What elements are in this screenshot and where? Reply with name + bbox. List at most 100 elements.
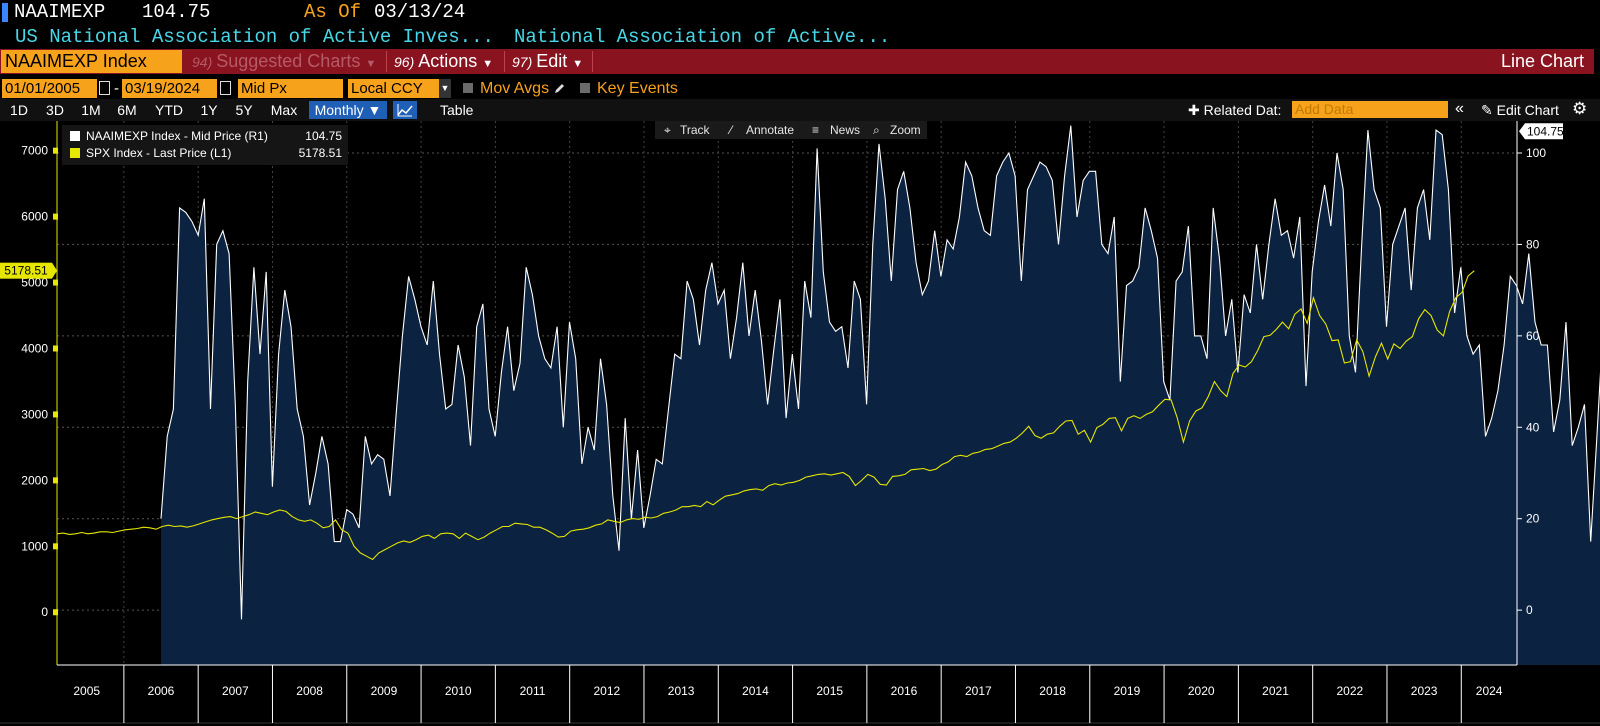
zoom-tool[interactable]: Zoom (890, 123, 921, 137)
as-of-label: As Of (304, 1, 362, 23)
spx-line (56, 270, 1475, 561)
left-tick-mark (53, 543, 58, 550)
last-value: 104.75 (142, 1, 211, 23)
end-date-input[interactable]: 03/19/2024 (122, 79, 217, 98)
news-icon: ≡ (812, 123, 819, 137)
left-last-badge-arrow (52, 262, 57, 279)
edit-chart-label: Edit Chart (1496, 102, 1559, 118)
edit-chart-button[interactable]: ✎ Edit Chart (1481, 101, 1559, 119)
left-tick-mark (53, 279, 58, 286)
table-view-button[interactable]: Table (440, 102, 474, 118)
x-tick-label: 2013 (668, 684, 695, 698)
range-1m[interactable]: 1M (81, 102, 101, 118)
left-tick-mark (53, 477, 58, 484)
right-last-label: 104.75 (1527, 124, 1564, 138)
related-data-button[interactable]: ✚ Related Dat: (1188, 102, 1282, 118)
price-field-select[interactable]: Mid Px (238, 79, 343, 98)
actions-num: 96) (394, 54, 415, 70)
chart-type-title: Line Chart (1500, 51, 1584, 71)
chart-view-button[interactable] (393, 101, 417, 119)
right-tick-label: 0 (1526, 603, 1533, 617)
x-tick-label: 2023 (1411, 684, 1438, 698)
divider (592, 51, 593, 72)
security-name-long[interactable]: US National Association of Active Inves.… (15, 26, 494, 48)
left-tick-label: 3000 (21, 407, 48, 421)
right-tick-label: 60 (1526, 329, 1540, 343)
pencil-icon[interactable] (553, 82, 566, 95)
left-tick-mark (53, 345, 58, 352)
x-tick-label: 2014 (742, 684, 769, 698)
key-events-label[interactable]: Key Events (597, 80, 678, 97)
x-tick-label: 2011 (520, 684, 546, 698)
legend-label-naaim: NAAIMEXP Index - Mid Price (R1) (86, 129, 268, 143)
divider (386, 51, 387, 72)
track-tool[interactable]: Track (680, 123, 711, 137)
currency-select[interactable]: Local CCY (348, 79, 441, 98)
range-max[interactable]: Max (270, 102, 298, 118)
edit-menu[interactable]: 97) Edit ▼ (512, 49, 583, 74)
right-tick-label: 40 (1526, 420, 1540, 434)
chart-tools-bg (655, 121, 927, 139)
pencil-icon: ✎ (1481, 102, 1493, 118)
x-tick-label: 2018 (1039, 684, 1066, 698)
left-last-label: 5178.51 (4, 264, 48, 278)
chart-area[interactable]: 0 1000 2000 3000 4000 5000 6000 7000 5178.51 0 20 4… (0, 121, 1600, 726)
left-last-badge (0, 262, 52, 279)
x-tick-label: 2017 (965, 684, 992, 698)
x-tick-label: 2005 (73, 684, 100, 698)
add-data-input[interactable]: Add Data (1292, 101, 1448, 118)
zoom-icon: ⌕ (873, 123, 880, 137)
chevron-down-icon: ▼ (572, 58, 584, 70)
range-1d[interactable]: 1D (10, 102, 28, 118)
ticker-label: NAAIMEXP (14, 1, 106, 23)
range-ytd[interactable]: YTD (155, 102, 183, 118)
right-tick-label: 80 (1526, 237, 1540, 251)
legend: NAAIMEXP Index - Mid Price (R1) 104.75 S… (62, 125, 348, 165)
date-dash: - (114, 80, 119, 97)
news-tool[interactable]: News (830, 123, 860, 137)
related-data-label: Related Dat: (1203, 102, 1282, 118)
actions-menu[interactable]: 96) Actions ▼ (394, 49, 493, 74)
collapse-icon[interactable]: « (1455, 100, 1464, 117)
chevron-down-icon[interactable]: ▼ (439, 79, 451, 98)
x-tick-label: 2022 (1336, 684, 1363, 698)
naaim-line (160, 125, 1600, 620)
left-tick-label: 5000 (21, 276, 48, 290)
annotate-tool[interactable]: Annotate (746, 123, 794, 137)
range-bar: 1D 3D 1M 6M YTD 1Y 5Y Max Monthly ▼ Tabl… (0, 99, 1600, 121)
gear-icon[interactable]: ⚙ (1572, 99, 1588, 118)
naaim-area-fill (161, 125, 1600, 665)
chevron-down-icon: ▼ (482, 58, 494, 70)
security-header: NAAIMEXP 104.75 As Of 03/13/24 (0, 0, 1600, 26)
suggested-num: 94) (192, 54, 213, 70)
range-1y[interactable]: 1Y (200, 102, 218, 118)
frequency-select[interactable]: Monthly ▼ (309, 101, 387, 119)
calendar-icon[interactable] (220, 81, 231, 95)
left-tick-mark (53, 411, 58, 418)
x-tick-label: 2007 (222, 684, 249, 698)
right-last-badge (1519, 123, 1563, 140)
security-name-short[interactable]: National Association of Active... (514, 26, 891, 48)
annotate-icon: ⁄ (727, 123, 734, 137)
range-6m[interactable]: 6M (117, 102, 137, 118)
calendar-icon[interactable] (99, 81, 110, 95)
divider (504, 51, 505, 72)
mov-avgs-label[interactable]: Mov Avgs (480, 80, 550, 97)
active-indicator (2, 3, 8, 22)
axes: 0 1000 2000 3000 4000 5000 6000 7000 5178.51 0 20 4… (0, 121, 1600, 724)
chart-tools: ⌖ Track ⁄ Annotate ≡ News ⌕ Zoom (655, 121, 927, 139)
right-tick-label: 20 (1526, 512, 1540, 526)
x-tick-label: 2010 (445, 684, 472, 698)
start-date-input[interactable]: 01/01/2005 (2, 79, 97, 98)
range-3d[interactable]: 3D (46, 102, 64, 118)
suggested-charts-menu[interactable]: 94) Suggested Charts ▼ (192, 49, 376, 74)
key-events-checkbox[interactable] (580, 83, 590, 93)
left-tick-label: 6000 (21, 210, 48, 224)
left-tick-mark (53, 609, 58, 616)
mov-avgs-checkbox[interactable] (463, 83, 473, 93)
main-toolbar: NAAIMEXP Index 94) Suggested Charts ▼ 96)… (0, 49, 1594, 74)
range-5y[interactable]: 5Y (235, 102, 253, 118)
edit-num: 97) (512, 54, 533, 70)
crosshair-icon: ⌖ (664, 123, 671, 137)
ticker-input[interactable]: NAAIMEXP Index (1, 50, 182, 73)
